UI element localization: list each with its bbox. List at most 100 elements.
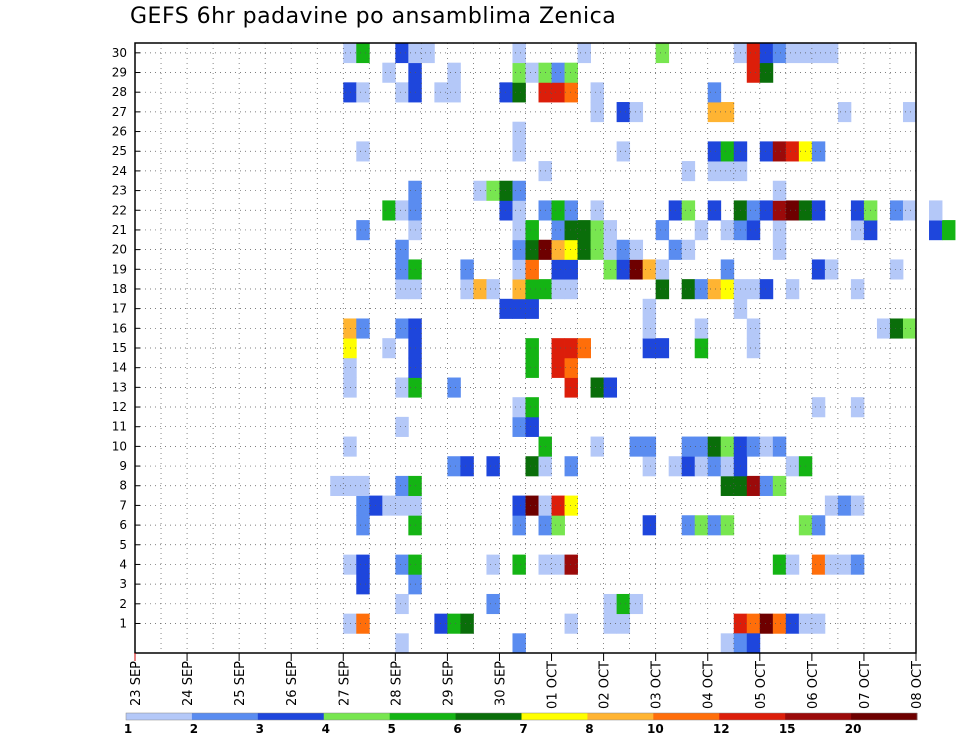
legend-tick-label: 15: [779, 722, 796, 736]
legend-tick-label: 7: [519, 722, 527, 736]
heatmap-cell: [772, 141, 787, 162]
legend-swatch: [521, 713, 588, 720]
heatmap-cell: [811, 397, 826, 418]
heatmap-cell: [759, 436, 774, 457]
y-tick-label: 5: [119, 538, 127, 552]
heatmap-cell: [811, 554, 826, 575]
heatmap-cell: [590, 377, 604, 398]
heatmap-cell: [343, 475, 357, 496]
heatmap-cell: [590, 102, 604, 123]
heatmap-cell: [655, 338, 670, 359]
heatmap-cell: [447, 82, 461, 103]
heatmap-cell: [382, 338, 396, 359]
x-tick-label: 28 SEP: [389, 661, 404, 706]
heatmap-cell: [564, 259, 578, 280]
heatmap-cell: [512, 298, 526, 319]
heatmap-cell: [525, 338, 539, 359]
heatmap-cell: [746, 318, 761, 339]
heatmap-cell: [395, 82, 409, 103]
heatmap-cell: [356, 475, 370, 496]
heatmap-cell: [343, 82, 357, 103]
legend-tick-label: 5: [387, 722, 395, 736]
heatmap-cell: [850, 554, 865, 575]
heatmap-cell: [343, 554, 357, 575]
legend-swatch: [389, 713, 456, 720]
heatmap-cell: [720, 515, 735, 536]
y-tick-label: 25: [112, 144, 127, 158]
heatmap-cell: [642, 456, 657, 477]
heatmap-cell: [707, 279, 722, 300]
heatmap-cell: [382, 495, 396, 516]
heatmap-cell: [616, 593, 631, 615]
heatmap-cell: [655, 259, 670, 280]
heatmap-cell: [512, 180, 526, 201]
heatmap-cell: [694, 338, 709, 359]
legend-tick-label: 10: [647, 722, 664, 736]
heatmap-cell: [512, 416, 526, 437]
heatmap-cell: [746, 200, 761, 221]
heatmap-cell: [746, 613, 761, 634]
heatmap-cell: [356, 495, 370, 516]
heatmap-cell: [564, 456, 578, 477]
heatmap-cell: [564, 377, 578, 398]
heatmap-cell: [512, 554, 526, 575]
heatmap-cell: [616, 102, 631, 123]
legend-swatch: [323, 713, 391, 720]
heatmap-cell: [590, 220, 604, 241]
heatmap-cell: [811, 43, 826, 64]
heatmap-cell: [525, 416, 539, 437]
y-tick-label: 20: [112, 243, 127, 257]
heatmap-cell: [759, 43, 774, 64]
y-tick-label: 24: [112, 164, 127, 178]
heatmap-cell: [525, 259, 539, 280]
heatmap-cell: [694, 515, 709, 536]
heatmap-cell: [850, 220, 865, 241]
heatmap-cell: [733, 633, 748, 654]
heatmap-cell: [772, 613, 787, 634]
heatmap-cell: [512, 200, 526, 221]
heatmap-cell: [551, 279, 565, 300]
heatmap-cell: [551, 62, 565, 83]
heatmap-cell: [655, 43, 670, 64]
heatmap-cell: [720, 633, 735, 654]
heatmap-cell: [564, 239, 578, 260]
heatmap-cell: [512, 515, 526, 536]
heatmap-cell: [564, 220, 578, 241]
heatmap-cell: [616, 613, 631, 634]
y-tick-label: 26: [112, 125, 127, 139]
heatmap-cell: [707, 200, 722, 221]
heatmap-cell: [629, 239, 644, 260]
heatmap-cell: [811, 259, 826, 280]
heatmap-cell: [720, 220, 735, 241]
heatmap-cell: [343, 318, 357, 339]
heatmap-cell: [694, 318, 709, 339]
y-tick-label: 3: [119, 577, 127, 591]
y-tick-label: 28: [112, 85, 127, 99]
heatmap-cell: [564, 338, 578, 359]
heatmap-cell: [707, 102, 722, 123]
legend-swatch: [587, 713, 654, 720]
heatmap-cell: [525, 456, 539, 477]
heatmap-cell: [785, 43, 800, 64]
heatmap-cell: [759, 279, 774, 300]
x-tick-label: 29 SEP: [441, 661, 456, 706]
heatmap-cell: [330, 475, 344, 496]
heatmap-cell: [395, 259, 409, 280]
y-axis: 1234567891011121314151617181920212223242…: [112, 46, 140, 630]
heatmap-cell: [942, 220, 956, 241]
legend-swatch: [257, 713, 325, 720]
heatmap-cell: [772, 475, 787, 496]
heatmap-cell: [551, 554, 565, 575]
x-tick-label: 25 SEP: [233, 661, 248, 706]
y-tick-label: 19: [112, 262, 127, 276]
heatmap-cell: [512, 220, 526, 241]
heatmap-cell: [525, 397, 539, 418]
heatmap-cell: [395, 200, 409, 221]
heatmap-cell: [564, 82, 578, 103]
heatmap-cell: [837, 495, 852, 516]
heatmap-cell: [577, 43, 591, 64]
x-tick-label: 23 SEP: [129, 661, 144, 706]
heatmap-cell: [824, 495, 839, 516]
heatmap-cell: [499, 180, 513, 201]
